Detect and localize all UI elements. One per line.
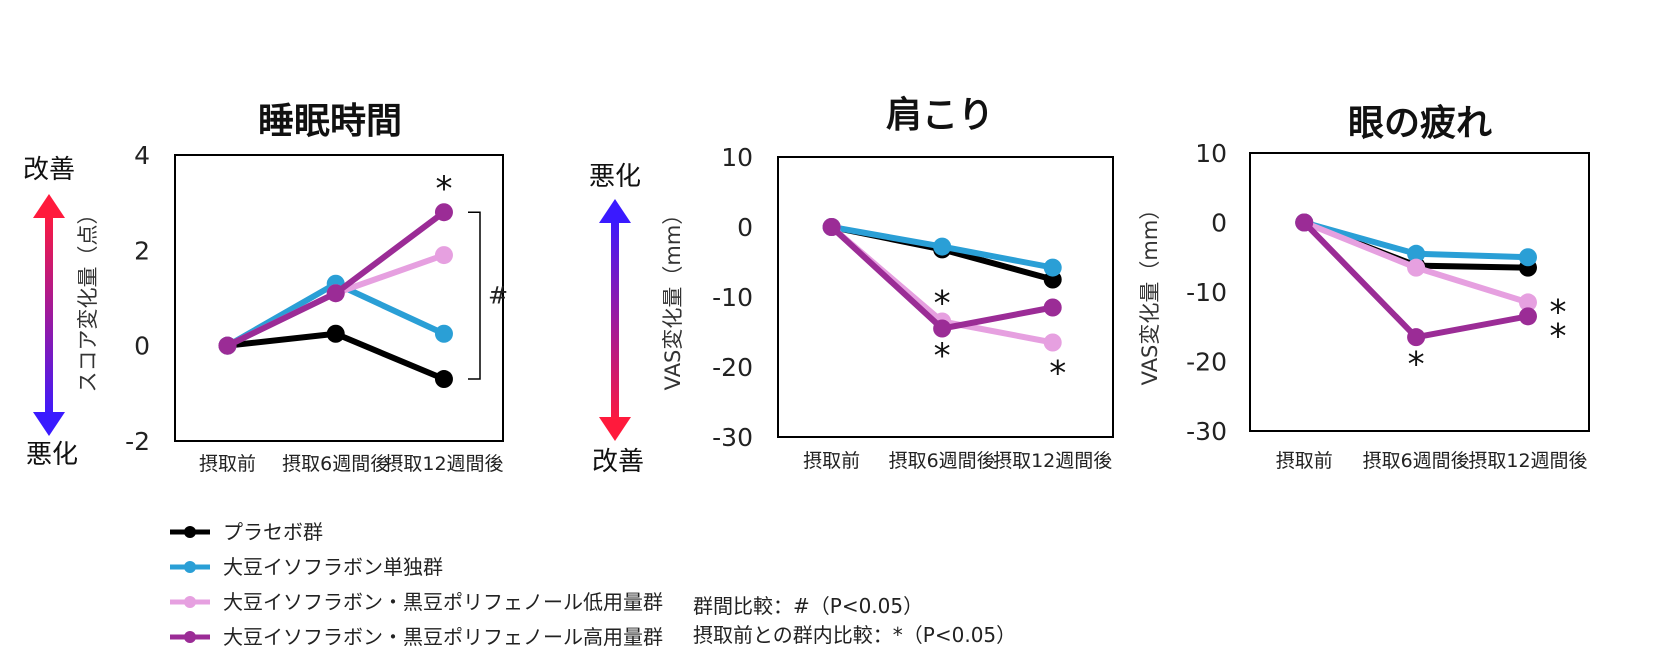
plot-frame bbox=[777, 156, 1114, 438]
arrow-head-bottom bbox=[599, 417, 631, 441]
data-point bbox=[326, 284, 345, 303]
x-tick-label: 摂取6週間後 bbox=[282, 453, 389, 475]
y-tick-label: 0 bbox=[737, 213, 753, 242]
x-tick-label: 摂取12週間後 bbox=[1468, 450, 1587, 472]
x-tick-label: 摂取前 bbox=[803, 450, 860, 472]
x-tick-label: 摂取12週間後 bbox=[384, 453, 503, 475]
data-point bbox=[933, 319, 952, 338]
data-point bbox=[822, 218, 841, 236]
x-tick-label: 摂取6週間後 bbox=[889, 450, 996, 472]
legend-swatch-marker bbox=[184, 631, 196, 643]
legend-item: プラセボ群 bbox=[170, 520, 323, 544]
chart-title: 肩こり bbox=[886, 94, 994, 136]
chart-title: 睡眠時間 bbox=[258, 101, 402, 142]
arrow-head-top bbox=[33, 194, 65, 218]
data-point bbox=[1407, 258, 1426, 277]
within-group-note: 摂取前との群内比較：*（P<0.05） bbox=[693, 623, 1017, 647]
x-tick-label: 摂取6週間後 bbox=[1363, 450, 1470, 472]
chart-title: 眼の疲れ bbox=[1348, 103, 1492, 144]
legend-item: 大豆イソフラボン・黒豆ポリフェノール低用量群 bbox=[170, 590, 663, 614]
x-tick-label: 摂取前 bbox=[199, 453, 256, 475]
data-point bbox=[1043, 333, 1062, 352]
arrow-bottom-label: 悪化 bbox=[26, 440, 78, 470]
annotation-text: * bbox=[1408, 345, 1425, 385]
y-axis-label: VAS変化量（mm） bbox=[661, 204, 685, 391]
legend-item: 大豆イソフラボン・黒豆ポリフェノール高用量群 bbox=[170, 625, 663, 649]
chart-2: 肩こり 10 0 -10 -20 -30 VAS変化量（mm） 摂取前 摂取6週間後摂取12週間… bbox=[589, 94, 1114, 477]
data-point bbox=[326, 324, 345, 343]
data-point bbox=[1518, 307, 1537, 326]
data-point bbox=[1407, 328, 1426, 347]
arrow-bottom-label: 改善 bbox=[592, 447, 644, 477]
arrow-head-bottom bbox=[33, 412, 65, 436]
y-tick-label: -30 bbox=[712, 423, 753, 452]
x-tick-label: 摂取12週間後 bbox=[993, 450, 1112, 472]
y-tick-label: 0 bbox=[134, 332, 150, 361]
annotation-text: * bbox=[1549, 317, 1566, 357]
legend-swatch-marker bbox=[184, 526, 196, 538]
y-tick-label: 10 bbox=[1195, 139, 1227, 168]
data-point bbox=[1295, 213, 1314, 232]
y-tick-label: -10 bbox=[712, 283, 753, 312]
data-point bbox=[1518, 293, 1537, 312]
annotation-text: * bbox=[435, 169, 452, 209]
y-tick-label: -10 bbox=[1186, 278, 1227, 307]
annotation-text: * bbox=[934, 284, 951, 324]
data-point bbox=[434, 203, 453, 222]
legend-swatch-marker bbox=[184, 561, 196, 573]
data-point bbox=[1043, 298, 1062, 317]
x-tick-label: 摂取前 bbox=[1276, 450, 1333, 472]
y-tick-label: 4 bbox=[134, 141, 150, 170]
legend-swatch-marker bbox=[184, 596, 196, 608]
data-point bbox=[933, 237, 952, 256]
annotation-text: * bbox=[1049, 354, 1066, 394]
legend-label: 大豆イソフラボン・黒豆ポリフェノール高用量群 bbox=[223, 625, 663, 649]
arrow-top-label: 悪化 bbox=[589, 162, 641, 192]
plot-frame bbox=[174, 154, 504, 442]
annotation-text: # bbox=[488, 282, 508, 310]
legend-label: プラセボ群 bbox=[223, 520, 323, 544]
y-tick-label: -2 bbox=[125, 427, 150, 456]
y-axis-label: スコア変化量（点） bbox=[76, 204, 100, 393]
y-axis-label: VAS変化量（mm） bbox=[1138, 199, 1162, 386]
data-point bbox=[1407, 244, 1426, 263]
data-point bbox=[434, 246, 453, 265]
notes: 群間比較：#（P<0.05） 摂取前との群内比較：*（P<0.05） bbox=[693, 592, 1016, 650]
y-tick-label: -20 bbox=[712, 353, 753, 382]
annotation-text: * bbox=[1549, 292, 1566, 332]
data-point bbox=[434, 324, 453, 343]
chart-3: 眼の疲れ 10 0 -10 -20 -30 VAS変化量（mm） 摂取前 摂取6週間後摂取12週… bbox=[1138, 103, 1590, 472]
series-line-4 bbox=[1302, 220, 1529, 341]
data-point bbox=[434, 370, 453, 389]
arrow-top-label: 改善 bbox=[23, 155, 75, 185]
arrow-head-top bbox=[599, 199, 631, 223]
data-point bbox=[1518, 248, 1537, 267]
significance-bracket bbox=[468, 211, 481, 380]
plot-frame bbox=[1249, 152, 1590, 432]
legend-label: 大豆イソフラボン単独群 bbox=[223, 555, 443, 579]
y-tick-label: 10 bbox=[721, 143, 753, 172]
y-tick-label: 2 bbox=[134, 236, 150, 265]
y-tick-label: -30 bbox=[1186, 417, 1227, 446]
annotation-text: * bbox=[934, 336, 951, 376]
y-tick-label: -20 bbox=[1186, 348, 1227, 377]
legend-item: 大豆イソフラボン単独群 bbox=[170, 555, 443, 579]
legend: プラセボ群大豆イソフラボン単独群大豆イソフラボン・黒豆ポリフェノール低用量群大豆… bbox=[170, 520, 663, 649]
y-tick-label: 0 bbox=[1211, 209, 1227, 238]
arrow-shaft bbox=[45, 212, 53, 418]
data-point bbox=[218, 336, 237, 355]
arrow-shaft bbox=[611, 217, 619, 423]
data-point bbox=[1043, 258, 1062, 277]
legend-label: 大豆イソフラボン・黒豆ポリフェノール低用量群 bbox=[223, 590, 663, 614]
between-group-note: 群間比較：#（P<0.05） bbox=[693, 594, 924, 618]
